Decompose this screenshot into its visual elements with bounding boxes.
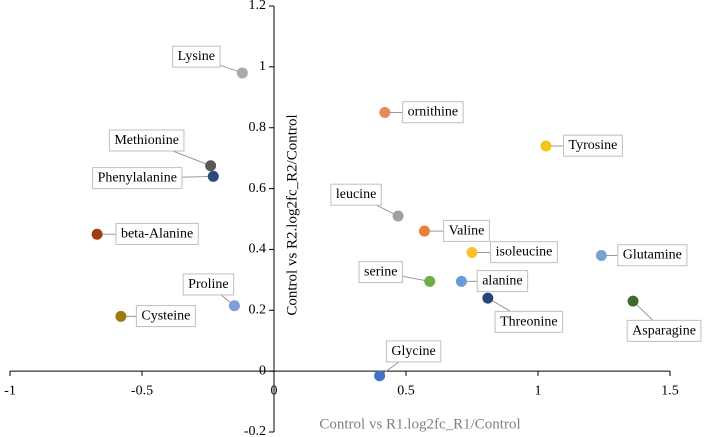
point-label: Asparagine bbox=[632, 323, 696, 338]
point-label: Tyrosine bbox=[569, 138, 618, 153]
point-label: beta-Alanine bbox=[121, 226, 193, 241]
point-label: Valine bbox=[449, 223, 485, 238]
point-label: Threonine bbox=[500, 314, 558, 329]
point bbox=[482, 292, 494, 304]
x-tick-label: 0 bbox=[271, 383, 278, 398]
point bbox=[595, 250, 607, 262]
label-box bbox=[108, 129, 185, 152]
label-box bbox=[135, 305, 196, 328]
label-box bbox=[402, 101, 464, 124]
y-tick-label: 1 bbox=[259, 59, 266, 74]
y-tick-label: 0.2 bbox=[249, 303, 267, 318]
label-box bbox=[490, 241, 558, 264]
point bbox=[392, 210, 404, 222]
label-box bbox=[476, 270, 529, 293]
point bbox=[424, 275, 436, 287]
y-tick-label: 0.8 bbox=[249, 120, 267, 135]
point-label: serine bbox=[364, 265, 397, 280]
point-label: Glutamine bbox=[623, 248, 682, 263]
x-tick-label: -1 bbox=[4, 383, 16, 398]
point bbox=[115, 310, 127, 322]
label-box bbox=[617, 244, 688, 267]
x-tick-label: 0.5 bbox=[397, 383, 415, 398]
point-label: Phenylalanine bbox=[98, 171, 177, 186]
point bbox=[540, 140, 552, 152]
label-box bbox=[494, 310, 564, 333]
y-tick-label: 0.6 bbox=[249, 181, 267, 196]
label-box bbox=[115, 222, 199, 245]
x-tick-label: 1.5 bbox=[661, 383, 679, 398]
point-label: Lysine bbox=[178, 49, 215, 64]
x-axis-title: Control vs R1.log2fc_R1/Control bbox=[319, 416, 520, 432]
point bbox=[91, 228, 103, 240]
y-tick-label: 1.2 bbox=[249, 0, 267, 13]
label-box bbox=[626, 319, 702, 342]
point bbox=[236, 67, 248, 79]
point bbox=[228, 300, 240, 312]
point bbox=[455, 275, 467, 287]
x-tick-label: -0.5 bbox=[131, 383, 153, 398]
point bbox=[374, 370, 386, 382]
y-axis-title: Control vs R2.log2fc_R2/Control bbox=[284, 114, 300, 315]
y-tick-label: 0.4 bbox=[249, 242, 267, 257]
point-label: Proline bbox=[188, 277, 228, 292]
point bbox=[418, 225, 430, 237]
point bbox=[205, 160, 217, 172]
label-box bbox=[563, 134, 623, 157]
label-box bbox=[330, 183, 382, 206]
label-box bbox=[358, 261, 403, 284]
point bbox=[627, 295, 639, 307]
point-label: Methionine bbox=[114, 133, 179, 148]
point-label: isoleucine bbox=[496, 245, 553, 260]
point bbox=[379, 107, 391, 118]
point bbox=[207, 170, 219, 182]
label-box bbox=[443, 219, 490, 242]
y-tick-label: 0 bbox=[259, 363, 266, 378]
x-tick-label: 1 bbox=[535, 383, 542, 398]
label-box bbox=[172, 45, 221, 68]
point-label: Glycine bbox=[391, 344, 435, 359]
label-box bbox=[385, 340, 442, 363]
point-label: ornithine bbox=[408, 105, 459, 120]
point-label: Cysteine bbox=[141, 309, 190, 324]
y-tick-label: -0.2 bbox=[244, 424, 266, 437]
point-label: leucine bbox=[336, 187, 376, 202]
label-box bbox=[182, 273, 235, 296]
label-box bbox=[92, 167, 183, 190]
point-label: alanine bbox=[482, 274, 522, 289]
point bbox=[466, 246, 478, 258]
